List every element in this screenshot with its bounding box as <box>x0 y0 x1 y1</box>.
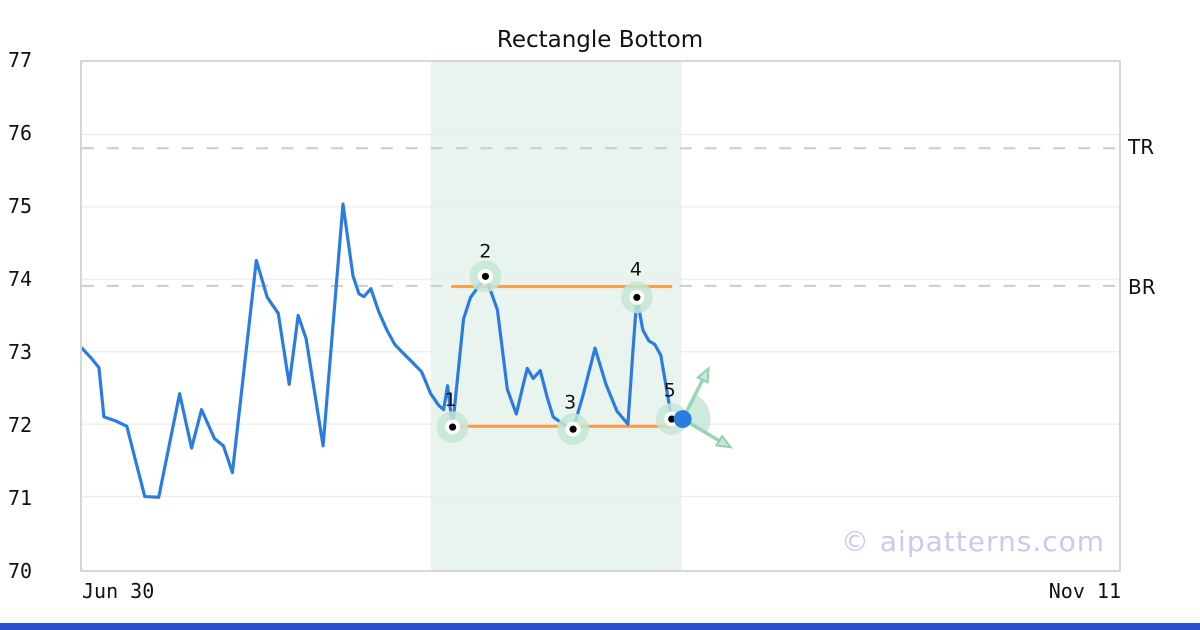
projection-arrowhead-icon <box>714 434 733 449</box>
price-line-chart: 1 2 3 4 5 <box>82 62 1119 570</box>
pattern-shaded-region <box>430 62 682 570</box>
plot-area: 1 2 3 4 5 © aipatterns.com <box>80 60 1121 572</box>
y-tick-74: 74 <box>8 267 33 291</box>
y-tick-75: 75 <box>8 194 33 218</box>
current-price-dot <box>673 410 692 429</box>
y-tick-72: 72 <box>8 413 33 437</box>
pattern-point-number: 4 <box>630 259 642 281</box>
chart-title: Rectangle Bottom <box>496 27 704 53</box>
x-tick-end: Nov 11 <box>1048 579 1121 603</box>
y-tick-76: 76 <box>8 121 33 145</box>
price-line <box>82 202 685 499</box>
pattern-point-dot <box>633 293 641 301</box>
y-tick-70: 70 <box>8 559 33 583</box>
level-label-tr: TR <box>1128 135 1155 159</box>
level-label-br: BR <box>1128 275 1156 299</box>
brand-bar <box>0 623 1200 630</box>
pattern-point-number: 5 <box>664 379 676 401</box>
projection-wedge <box>682 394 711 434</box>
x-tick-start: Jun 30 <box>82 579 155 603</box>
projection-arrowhead-icon <box>696 366 710 384</box>
pattern-point-number: 3 <box>564 391 576 413</box>
watermark: © aipatterns.com <box>840 525 1105 558</box>
pattern-point-dot <box>668 415 676 423</box>
pattern-point-dot <box>481 272 490 280</box>
pattern-point-number: 2 <box>479 241 491 263</box>
y-tick-71: 71 <box>8 486 33 510</box>
y-tick-73: 73 <box>8 340 33 364</box>
pattern-point-number: 1 <box>445 389 457 411</box>
y-tick-77: 77 <box>8 48 33 72</box>
pattern-point-dot <box>569 425 577 433</box>
pattern-point-dot <box>448 423 457 431</box>
